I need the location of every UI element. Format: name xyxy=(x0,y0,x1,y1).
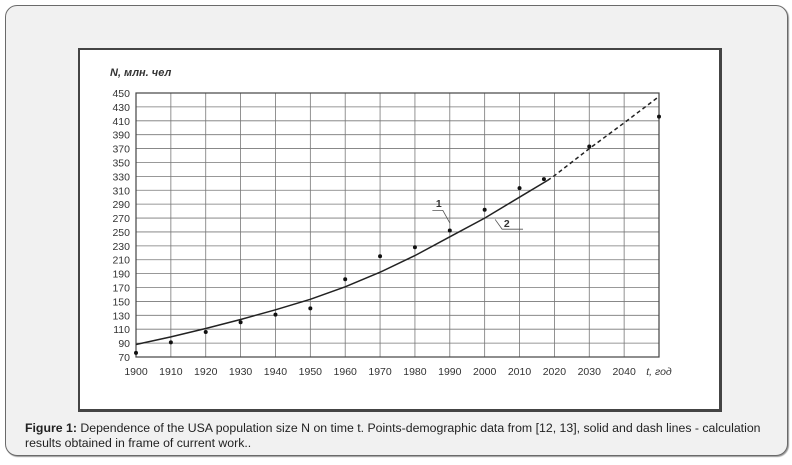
caption-label: Figure 1: xyxy=(25,421,77,435)
y-tick-label: 450 xyxy=(112,88,130,100)
forecast-dashed-line xyxy=(546,95,660,182)
x-tick-label: 2010 xyxy=(508,366,532,378)
y-tick-label: 290 xyxy=(112,199,130,211)
x-tick-label: 1970 xyxy=(368,366,392,378)
y-tick-label: 110 xyxy=(113,324,130,336)
y-tick-label: 210 xyxy=(112,255,130,267)
x-tick-label: 1960 xyxy=(334,366,358,378)
y-tick-label: 130 xyxy=(112,310,130,322)
y-tick-label: 90 xyxy=(118,338,130,350)
x-axis-label: t, год xyxy=(646,366,672,378)
data-point xyxy=(134,350,138,355)
x-tick-label: 1980 xyxy=(403,366,427,378)
y-tick-label: 330 xyxy=(112,171,130,183)
x-tick-label: 1990 xyxy=(438,366,462,378)
data-point xyxy=(378,254,383,259)
caption-text: Dependence of the USA population size N … xyxy=(25,421,761,450)
curve-label-1: 1 xyxy=(436,198,442,210)
x-tick-label: 1900 xyxy=(124,366,148,378)
y-tick-label: 230 xyxy=(112,241,130,253)
figure-caption: Figure 1: Dependence of the USA populati… xyxy=(25,421,775,451)
model-solid-line xyxy=(135,179,548,346)
data-point xyxy=(587,144,592,149)
data-point xyxy=(412,245,417,250)
y-tick-label: 310 xyxy=(112,185,130,197)
y-tick-label: 250 xyxy=(112,227,130,239)
chart-frame xyxy=(78,48,722,412)
leader-line-1 xyxy=(432,210,451,224)
y-tick-label: 350 xyxy=(112,157,130,169)
data-point xyxy=(203,329,208,334)
leader-line-2 xyxy=(494,219,524,230)
curve-label-2: 2 xyxy=(504,218,510,230)
data-point xyxy=(482,207,487,212)
data-point xyxy=(308,306,313,311)
y-tick-label: 70 xyxy=(118,352,130,364)
plot-border xyxy=(135,92,660,358)
data-point xyxy=(517,186,522,191)
data-point xyxy=(657,114,661,119)
figure-card xyxy=(5,5,788,456)
x-tick-label: 2040 xyxy=(612,366,636,378)
y-tick-label: 410 xyxy=(112,116,130,128)
y-axis-label: N, млн. чел xyxy=(110,67,171,79)
data-point xyxy=(273,312,278,317)
data-point xyxy=(447,228,452,233)
data-point xyxy=(238,320,243,325)
y-tick-label: 390 xyxy=(112,130,130,142)
x-tick-label: 1940 xyxy=(264,366,288,378)
y-tick-label: 190 xyxy=(112,269,130,281)
data-point xyxy=(343,277,348,282)
x-tick-label: 2000 xyxy=(473,366,497,378)
x-tick-label: 1910 xyxy=(159,366,183,378)
x-tick-label: 1950 xyxy=(299,366,323,378)
y-tick-label: 170 xyxy=(112,283,130,295)
x-tick-label: 1930 xyxy=(229,366,253,378)
y-tick-label: 270 xyxy=(112,213,130,225)
data-point xyxy=(541,177,546,182)
y-tick-label: 430 xyxy=(112,102,130,114)
x-tick-label: 1920 xyxy=(194,366,218,378)
x-tick-label: 2020 xyxy=(543,366,567,378)
y-tick-label: 370 xyxy=(112,144,130,156)
x-tick-label: 2030 xyxy=(578,366,602,378)
y-tick-label: 150 xyxy=(112,296,130,308)
data-point xyxy=(168,340,173,345)
